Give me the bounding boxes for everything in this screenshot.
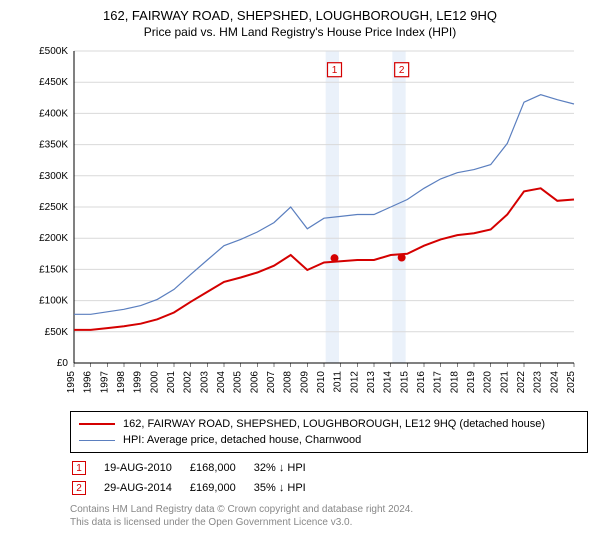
svg-text:£100K: £100K — [39, 296, 68, 307]
svg-text:2001: 2001 — [166, 371, 177, 394]
svg-text:1995: 1995 — [66, 371, 77, 394]
svg-text:2: 2 — [399, 65, 405, 76]
svg-text:£300K: £300K — [39, 171, 68, 182]
svg-text:£450K: £450K — [39, 77, 68, 88]
svg-text:2016: 2016 — [416, 371, 427, 394]
transaction-price: £168,000 — [190, 459, 252, 477]
transaction-row: 2 29-AUG-2014£169,00035% ↓ HPI — [72, 479, 322, 497]
svg-text:£50K: £50K — [45, 327, 69, 338]
svg-text:£400K: £400K — [39, 108, 68, 119]
svg-text:2006: 2006 — [249, 371, 260, 394]
svg-text:2013: 2013 — [366, 371, 377, 394]
svg-text:1: 1 — [332, 65, 338, 76]
svg-text:1999: 1999 — [133, 371, 144, 394]
svg-text:1996: 1996 — [83, 371, 94, 394]
chart-subtitle: Price paid vs. HM Land Registry's House … — [10, 25, 590, 39]
transaction-price: £169,000 — [190, 479, 252, 497]
svg-text:2018: 2018 — [449, 371, 460, 394]
chart-area: £0 £50K £100K £150K £200K £250K £300K £350K £400… — [20, 45, 580, 405]
svg-text:2017: 2017 — [433, 371, 444, 394]
svg-text:2011: 2011 — [333, 371, 344, 393]
svg-text:£150K: £150K — [39, 264, 68, 275]
svg-text:£200K: £200K — [39, 233, 68, 244]
svg-text:2002: 2002 — [183, 371, 194, 394]
footnote-line-1: Contains HM Land Registry data © Crown c… — [70, 504, 413, 515]
transaction-date: 19-AUG-2010 — [104, 459, 188, 477]
transactions-table: 1 19-AUG-2010£168,00032% ↓ HPI 2 29-AUG-201… — [70, 457, 324, 499]
chart-title: 162, FAIRWAY ROAD, SHEPSHED, LOUGHBOROUG… — [10, 8, 590, 23]
svg-text:2010: 2010 — [316, 371, 327, 394]
transaction-delta: 32% ↓ HPI — [254, 459, 322, 477]
svg-text:2025: 2025 — [566, 371, 577, 394]
svg-text:2007: 2007 — [266, 371, 277, 394]
svg-text:2019: 2019 — [466, 371, 477, 394]
svg-text:2004: 2004 — [216, 371, 227, 394]
svg-text:2003: 2003 — [199, 371, 210, 394]
svg-text:2000: 2000 — [149, 371, 160, 394]
svg-text:2009: 2009 — [299, 371, 310, 394]
legend-swatch-hpi — [79, 440, 115, 441]
svg-text:1997: 1997 — [99, 371, 110, 394]
svg-text:£0: £0 — [57, 358, 69, 369]
footnote: Contains HM Land Registry data © Crown c… — [70, 503, 590, 529]
legend-swatch-subject — [79, 423, 115, 425]
svg-text:2022: 2022 — [516, 371, 527, 394]
svg-text:2020: 2020 — [483, 371, 494, 394]
svg-text:£350K: £350K — [39, 140, 68, 151]
svg-text:£250K: £250K — [39, 202, 68, 213]
legend-label-hpi: HPI: Average price, detached house, Char… — [123, 434, 361, 446]
legend-row-subject: 162, FAIRWAY ROAD, SHEPSHED, LOUGHBOROUG… — [79, 416, 579, 432]
legend: 162, FAIRWAY ROAD, SHEPSHED, LOUGHBOROUG… — [70, 411, 588, 453]
svg-text:2005: 2005 — [233, 371, 244, 394]
chart-svg: £0 £50K £100K £150K £200K £250K £300K £350K £400… — [20, 45, 580, 405]
transaction-delta: 35% ↓ HPI — [254, 479, 322, 497]
transaction-date: 29-AUG-2014 — [104, 479, 188, 497]
transaction-marker: 1 — [72, 461, 86, 475]
footnote-line-2: This data is licensed under the Open Gov… — [70, 517, 352, 528]
svg-text:1998: 1998 — [116, 371, 127, 394]
svg-text:2012: 2012 — [349, 371, 360, 394]
legend-row-hpi: HPI: Average price, detached house, Char… — [79, 432, 579, 448]
legend-label-subject: 162, FAIRWAY ROAD, SHEPSHED, LOUGHBOROUG… — [123, 418, 545, 430]
svg-text:2021: 2021 — [499, 371, 510, 394]
svg-text:2024: 2024 — [549, 371, 560, 394]
transaction-marker: 2 — [72, 481, 86, 495]
svg-text:£500K: £500K — [39, 46, 68, 57]
svg-text:2014: 2014 — [383, 371, 394, 394]
svg-text:2023: 2023 — [533, 371, 544, 394]
svg-text:2015: 2015 — [399, 371, 410, 394]
svg-text:2008: 2008 — [283, 371, 294, 394]
transaction-row: 1 19-AUG-2010£168,00032% ↓ HPI — [72, 459, 322, 477]
